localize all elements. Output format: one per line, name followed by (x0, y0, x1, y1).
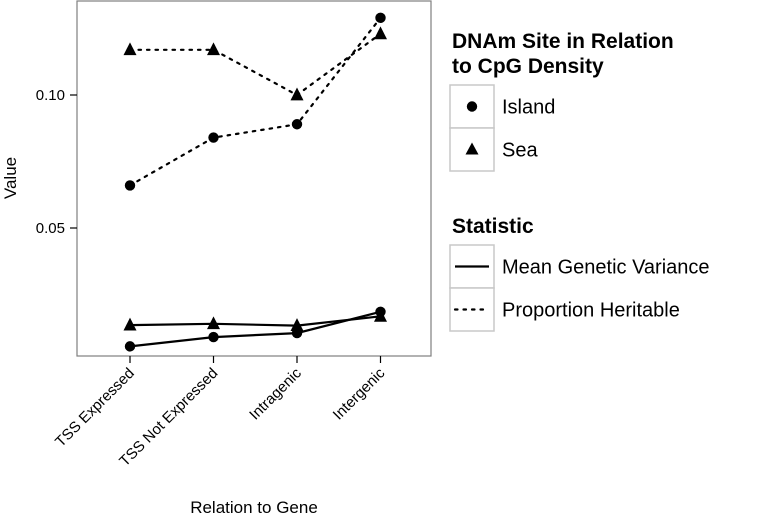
x-tick-label: Intragenic (246, 364, 305, 423)
data-point-circle (124, 341, 136, 352)
data-point-circle (208, 331, 219, 343)
legend-label: Mean Genetic Variance (502, 257, 710, 279)
legend-label: Sea (502, 140, 538, 162)
legend-circle-icon (466, 101, 478, 112)
series-island-proportion-heritable (124, 12, 386, 191)
x-tick-label: Intergenic (330, 364, 389, 423)
data-point-triangle (123, 42, 137, 56)
y-axis-title: Value (1, 157, 20, 199)
data-point-circle (291, 119, 303, 130)
data-point-circle (375, 12, 386, 24)
series-sea-proportion-heritable (123, 26, 387, 101)
series-line (129, 315, 381, 327)
data-point-circle (208, 132, 219, 143)
data-point-triangle (290, 318, 304, 332)
series-line (128, 32, 382, 97)
legend-group-2: Statistic Mean Genetic Variance Proportion… (449, 215, 710, 332)
y-tick-label: 0.05 (36, 220, 65, 237)
data-point-triangle (374, 308, 387, 322)
series-line (129, 310, 381, 348)
series-sea-mean-genetic-variance (123, 308, 387, 332)
legend-triangle-icon (465, 142, 479, 155)
y-axis: 0.05 0.10 (36, 87, 77, 237)
legend-title: to CpG Density (452, 55, 604, 78)
legend-label: Proportion Heritable (502, 300, 680, 322)
data-point-triangle (374, 26, 387, 40)
legend-label: Island (502, 97, 555, 119)
x-tick-label: TSS Expressed (52, 365, 138, 451)
data-point-triangle (290, 87, 304, 101)
legend-title: Statistic (452, 215, 534, 238)
data-point-triangle (207, 316, 220, 330)
data-point-circle (124, 180, 136, 191)
legend-key (449, 127, 495, 172)
data-point-triangle (207, 42, 220, 56)
series-line (128, 16, 382, 187)
legend-title: DNAm Site in Relation (452, 30, 674, 53)
plot-panel (76, 0, 432, 357)
data-point-triangle (123, 317, 137, 331)
series-layer (123, 12, 387, 352)
x-axis-title: Relation to Gene (190, 498, 318, 517)
y-tick-label: 0.10 (36, 87, 65, 104)
